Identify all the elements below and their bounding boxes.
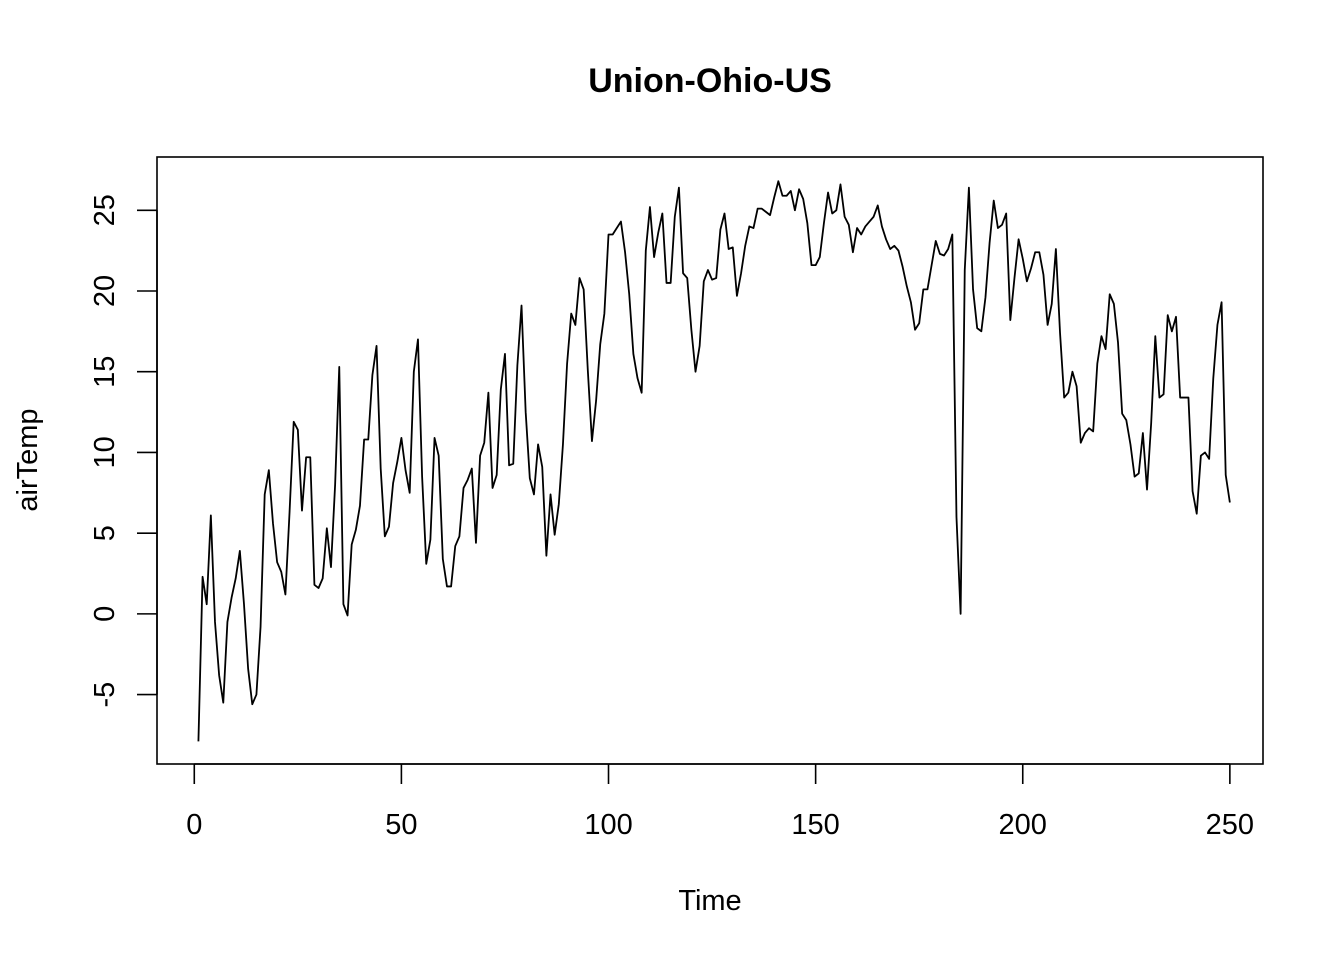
- series-group: [197, 180, 1231, 742]
- plot-frame: [156, 156, 1264, 765]
- y-tick-label: 25: [89, 194, 121, 226]
- chart-title: Union-Ohio-US: [588, 62, 832, 100]
- y-axis: -5 0 5 10 15 20 25: [89, 194, 158, 708]
- y-axis-label: airTemp: [12, 408, 44, 511]
- y-tick-label: 10: [89, 436, 121, 468]
- y-tick-label: 5: [89, 525, 121, 541]
- y-tick-label: 15: [89, 356, 121, 388]
- x-tick-label: 50: [385, 809, 417, 841]
- x-tick-label: 150: [791, 809, 839, 841]
- x-tick-label: 250: [1206, 809, 1254, 841]
- series-line: [197, 180, 1231, 742]
- x-axis-label: Time: [678, 885, 741, 917]
- y-tick-label: 20: [89, 275, 121, 307]
- x-tick-label: 200: [999, 809, 1047, 841]
- y-tick-label: -5: [89, 682, 121, 708]
- x-tick-label: 100: [584, 809, 632, 841]
- y-tick-label: 0: [89, 606, 121, 622]
- x-axis: 0 50 100 150 200 250: [186, 763, 1254, 841]
- x-tick-label: 0: [186, 809, 202, 841]
